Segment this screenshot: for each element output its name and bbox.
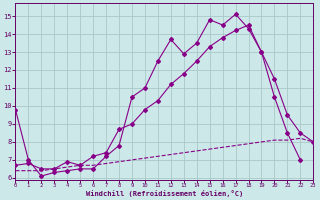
X-axis label: Windchill (Refroidissement éolien,°C): Windchill (Refroidissement éolien,°C) xyxy=(86,190,243,197)
